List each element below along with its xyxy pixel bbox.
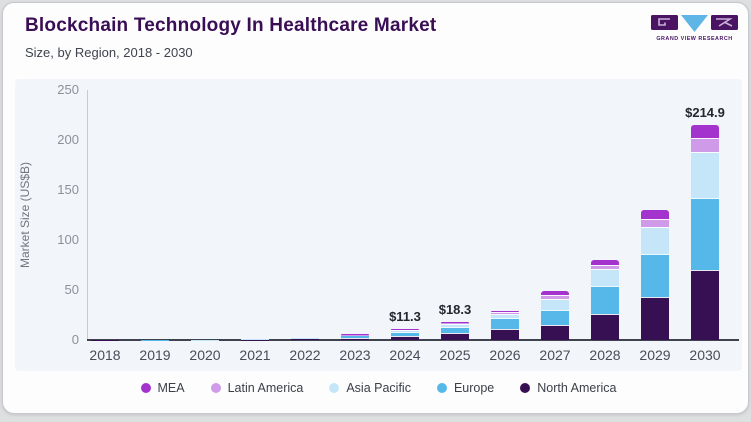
x-tick-label: 2030 — [689, 347, 721, 363]
bar-segment-latin-america — [591, 264, 619, 269]
legend-swatch-icon — [436, 383, 447, 393]
y-tick-label: 0 — [71, 332, 79, 347]
bar-segment-north-america — [291, 339, 319, 340]
legend-item-europe: Europe — [436, 381, 495, 395]
x-tick-label: 2021 — [239, 347, 271, 363]
bar-segment-asia-pacific — [491, 314, 519, 318]
chart-subtitle: Size, by Region, 2018 - 2030 — [25, 45, 193, 60]
bar-segment-latin-america — [641, 219, 669, 227]
x-tick-label: 2020 — [189, 347, 221, 363]
x-tick-label: 2023 — [339, 347, 371, 363]
x-tick-label: 2027 — [539, 347, 571, 363]
x-tick-label: 2029 — [639, 347, 671, 363]
bar-segment-europe — [541, 309, 569, 325]
bar-segment-north-america — [541, 324, 569, 340]
bar-segment-north-america — [341, 337, 369, 340]
bar-segment-north-america — [491, 328, 519, 340]
x-axis-line — [87, 339, 739, 341]
bar-segment-europe — [691, 198, 719, 270]
legend-swatch-icon — [520, 383, 531, 393]
bar-segment-mea — [441, 321, 469, 323]
bar-value-label: $214.9 — [685, 105, 725, 121]
bar-segment-north-america — [391, 335, 419, 340]
y-axis-title: Market Size (US$B) — [18, 161, 32, 269]
bar-segment-north-america — [641, 297, 669, 340]
bar-segment-latin-america — [691, 138, 719, 152]
bar-segment-latin-america — [491, 311, 519, 314]
y-axis-line — [87, 90, 88, 340]
legend-swatch-icon — [210, 383, 221, 393]
bar-segment-asia-pacific — [341, 334, 369, 336]
bar-segment-asia-pacific — [691, 151, 719, 198]
bar-segment-europe — [441, 327, 469, 333]
legend-swatch-icon — [140, 383, 151, 393]
bar-segment-asia-pacific — [541, 299, 569, 310]
bar-segment-europe — [591, 285, 619, 314]
bar-segment-mea — [591, 260, 619, 265]
bar-segment-asia-pacific — [591, 269, 619, 286]
bar-segment-latin-america — [541, 295, 569, 299]
x-tick-label: 2019 — [139, 347, 171, 363]
legend-item-north-america: North America — [520, 381, 616, 395]
x-tick-label: 2026 — [489, 347, 521, 363]
bar-segment-north-america — [691, 270, 719, 340]
x-tick-label: 2022 — [289, 347, 321, 363]
bar-segment-north-america — [441, 333, 469, 340]
legend-item-mea: MEA — [140, 381, 185, 395]
legend-label: North America — [537, 381, 617, 395]
bar-value-label: $11.3 — [389, 308, 421, 324]
bar-segment-europe — [291, 338, 319, 340]
bar-segment-europe — [491, 318, 519, 329]
legend-label: Europe — [453, 381, 495, 395]
y-tick-label: 100 — [57, 232, 79, 247]
y-tick-label: 150 — [57, 182, 79, 197]
x-tick-label: 2025 — [439, 347, 471, 363]
chart-area-background — [15, 79, 742, 371]
chart-card: Blockchain Technology In Healthcare Mark… — [2, 2, 749, 414]
chart-title: Blockchain Technology In Healthcare Mark… — [25, 15, 437, 36]
grand-view-research-logo-icon: GRAND VIEW RESEARCH — [651, 15, 738, 42]
x-tick-label: 2024 — [389, 347, 421, 363]
legend: MEA Latin America Asia Pacific Europe North … — [3, 378, 751, 398]
x-tick-label: 2028 — [589, 347, 621, 363]
x-tick-label: 2018 — [89, 347, 121, 363]
bar-segment-europe — [341, 335, 369, 338]
plot-area: $11.3 $18.3 $214.9 — [87, 90, 739, 340]
legend-label: Latin America — [227, 381, 304, 395]
legend-label: MEA — [157, 381, 185, 395]
bar-segment-europe — [641, 253, 669, 297]
legend-label: Asia Pacific — [346, 381, 411, 395]
bar-segment-latin-america — [391, 329, 419, 330]
y-tick-label: 250 — [57, 82, 79, 97]
bar-segment-asia-pacific — [641, 226, 669, 254]
legend-item-latin-america: Latin America — [210, 381, 304, 395]
bar-segment-mea — [491, 310, 519, 312]
bar-value-label: $18.3 — [438, 301, 472, 317]
bar-segment-mea — [691, 125, 719, 138]
legend-item-asia-pacific: Asia Pacific — [329, 381, 411, 395]
bar-segment-mea — [641, 209, 669, 219]
bar-segment-mea — [541, 291, 569, 295]
bar-segment-asia-pacific — [441, 323, 469, 327]
bar-segment-europe — [391, 331, 419, 336]
y-tick-label: 50 — [64, 282, 79, 297]
bar-segment-asia-pacific — [391, 329, 419, 332]
legend-swatch-icon — [329, 383, 340, 393]
logo-text: GRAND VIEW RESEARCH — [656, 36, 732, 42]
bar-segment-north-america — [591, 313, 619, 340]
bar-segment-latin-america — [441, 322, 469, 324]
y-tick-label: 200 — [57, 132, 79, 147]
